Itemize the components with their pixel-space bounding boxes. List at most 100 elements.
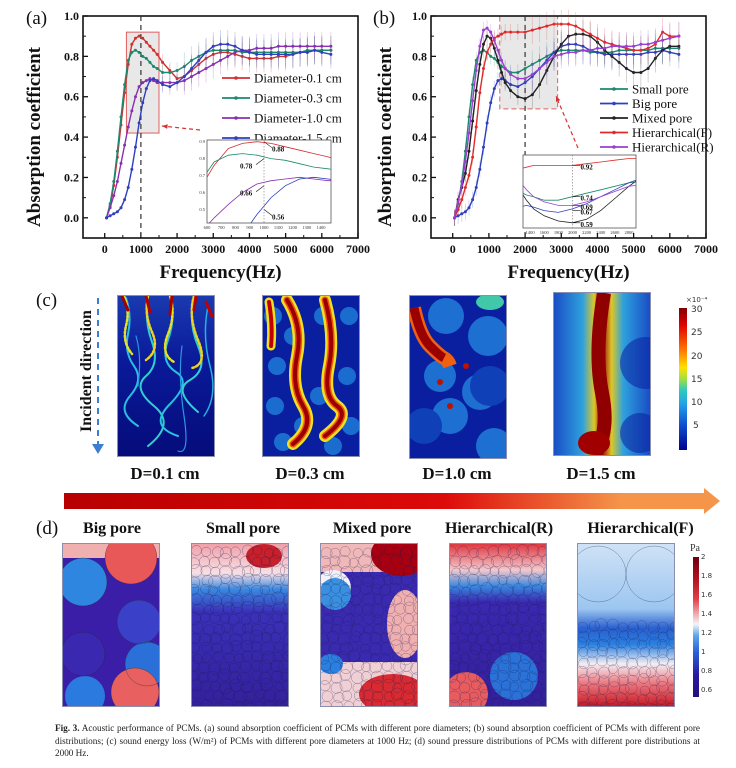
pore-outline xyxy=(521,689,533,702)
pore-outline xyxy=(352,659,365,672)
data-point xyxy=(204,50,208,54)
pore-outline xyxy=(667,658,674,670)
data-point xyxy=(545,60,549,64)
pore-outline xyxy=(233,689,247,704)
pore-outline xyxy=(210,681,221,692)
data-point xyxy=(175,68,179,72)
pore-outline xyxy=(213,690,224,701)
inset-x-tick-label: 800 xyxy=(232,225,240,230)
energy-map-d15-pattern xyxy=(554,293,650,455)
data-point xyxy=(137,121,141,125)
pore-outline xyxy=(536,630,546,644)
data-point xyxy=(329,48,333,52)
data-point xyxy=(603,52,607,56)
pore-outline xyxy=(321,641,331,653)
data-point xyxy=(115,179,119,183)
legend-marker xyxy=(612,145,616,149)
pore-outline xyxy=(413,575,417,585)
pore-outline xyxy=(390,573,403,586)
pore-outline xyxy=(460,653,471,664)
pore-outline xyxy=(459,691,471,703)
pore-outline xyxy=(370,653,381,664)
data-point xyxy=(126,125,130,129)
legend-marker xyxy=(612,87,616,91)
data-point xyxy=(197,54,201,58)
data-point xyxy=(559,48,563,52)
data-point xyxy=(516,95,520,99)
pore-outline xyxy=(451,567,462,578)
pore-outline xyxy=(412,601,417,614)
pore-outline xyxy=(626,657,638,670)
pore-outline xyxy=(403,601,416,614)
y-tick-label: 0.4 xyxy=(64,130,79,144)
pore-outline xyxy=(394,602,407,615)
data-point xyxy=(646,46,650,50)
pore-outline xyxy=(478,649,492,663)
pore-outline xyxy=(450,622,462,635)
data-point xyxy=(503,66,507,70)
pore-outline xyxy=(511,691,523,703)
pore-outline xyxy=(470,643,482,655)
pore-outline xyxy=(470,556,484,570)
data-point xyxy=(610,54,614,58)
data-point xyxy=(168,81,172,85)
data-point xyxy=(617,52,621,56)
data-point xyxy=(610,44,614,48)
panel-b-label: (b) xyxy=(373,8,396,29)
inset-y-tick-label: 0.7 xyxy=(199,173,205,178)
pore-outline xyxy=(229,678,244,693)
pore-outline xyxy=(391,546,402,557)
data-point xyxy=(190,58,194,62)
legend-marker xyxy=(234,136,238,140)
pore-outline xyxy=(219,546,233,559)
x-tick-label: 7000 xyxy=(346,242,370,256)
data-point xyxy=(155,66,159,70)
pore-outline xyxy=(213,624,225,636)
data-point xyxy=(478,167,482,171)
inset-annotation-leader xyxy=(263,141,273,148)
pore-outline xyxy=(619,702,631,706)
data-point xyxy=(474,186,478,190)
inset-y-tick-label: 0.6 xyxy=(199,190,205,195)
pore-outline xyxy=(587,683,600,696)
pore-outline xyxy=(410,650,417,662)
data-point xyxy=(496,79,500,83)
pore-outline xyxy=(242,622,253,634)
pore-outline xyxy=(618,683,630,695)
pore-outline xyxy=(262,650,276,665)
pore-outline xyxy=(351,577,362,587)
pore-outline xyxy=(469,584,482,597)
data-point xyxy=(653,50,657,54)
pore-outline xyxy=(198,633,212,646)
pore-outline xyxy=(457,603,469,616)
pore-outline xyxy=(528,573,542,587)
pore-outline xyxy=(520,679,534,692)
pore-outline xyxy=(352,548,363,559)
inset-x-tick-label: 2200 xyxy=(582,230,592,235)
pore-outline xyxy=(649,630,660,641)
pressure-map-title-small-pore: Small pore xyxy=(206,520,280,537)
y-tick-label: 1.0 xyxy=(412,9,427,23)
inset-x-tick-label: 2400 xyxy=(596,230,606,235)
pore-outline xyxy=(241,544,254,557)
pore-outline xyxy=(254,700,265,706)
data-point xyxy=(668,36,672,40)
x-tick-label: 1000 xyxy=(477,242,501,256)
legend-marker xyxy=(234,96,238,100)
data-point xyxy=(489,30,493,34)
pore-outline xyxy=(259,584,270,595)
pore-outline xyxy=(221,622,232,633)
pore-outline xyxy=(413,691,417,703)
pore-outline xyxy=(408,633,417,646)
data-point xyxy=(500,71,504,75)
pore-outline xyxy=(380,653,391,664)
pressure-map-big-pore-pattern xyxy=(63,544,159,706)
pore-outline xyxy=(231,565,245,580)
data-point xyxy=(595,50,599,54)
pore-outline xyxy=(208,662,221,675)
pore-outline xyxy=(329,555,341,567)
pressure-map-hierarchical-f-pattern xyxy=(578,544,674,706)
y-tick-label: 0.8 xyxy=(64,49,79,63)
data-point xyxy=(329,44,333,48)
data-point xyxy=(467,149,471,153)
